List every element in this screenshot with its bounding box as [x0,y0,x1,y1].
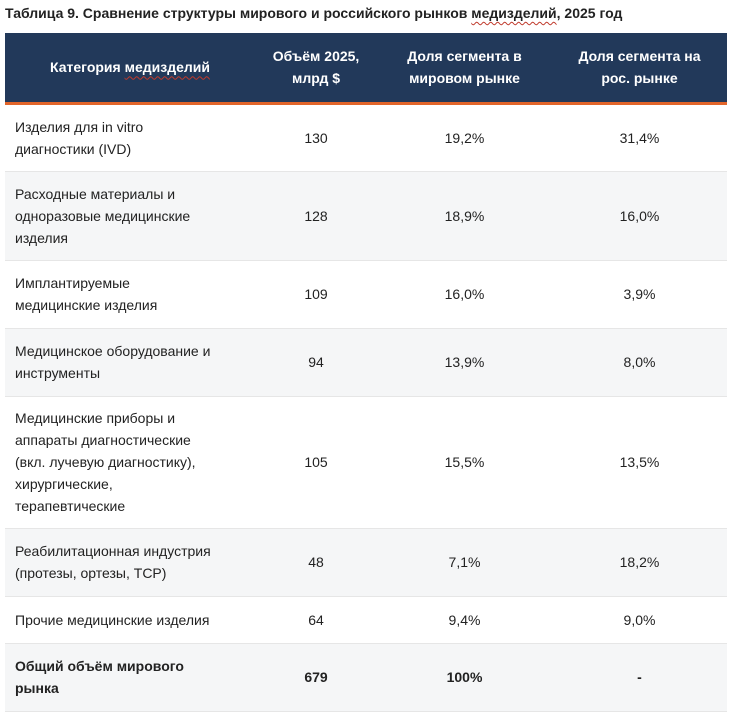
cell-ru-share: 18,2% [552,528,727,597]
category-line: аппараты диагностические [15,432,191,448]
cell-ru-share: 13,5% [552,396,727,529]
cell-world-share: 19,2% [377,103,552,172]
cell-category: Медицинское оборудование и инструменты [5,328,255,397]
cell-category: Расходные материалы и одноразовые медицин… [5,171,255,261]
cell-volume: 105 [255,396,377,529]
header-world-share-line2: мировом рынке [409,70,520,87]
caption-suffix: , 2025 год [556,5,623,21]
cell-world-share: 13,9% [377,328,552,397]
header-world-share: Доля сегмента в мировом рынке [377,33,552,105]
header-ru-share-line1: Доля сегмента на [578,48,701,65]
category-line: инструменты [15,365,101,381]
header-world-share-line1: Доля сегмента в [407,48,522,65]
table-header: Категория медизделий Объём 2025, млрд $ Д… [5,33,727,105]
cell-volume: 128 [255,171,377,261]
category-line: рынка [15,680,59,696]
cell-world-share: 100% [377,643,552,712]
category-line: одноразовые медицинские [15,207,191,224]
cell-world-share: 15,5% [377,396,552,529]
table-row: Имплантируемые медицинские изделия 109 16,0… [5,260,727,329]
category-line: Прочие медицинские изделия [15,611,210,628]
header-category-squiggle-word: медизделий [124,59,210,76]
header-volume: Объём 2025, млрд $ [255,33,377,105]
table-row: Реабилитационная индустрия (протезы, орте… [5,528,727,597]
header-ru-share-line2: рос. рынке [601,70,678,87]
header-volume-line2: млрд $ [291,70,340,87]
cell-world-share: 18,9% [377,171,552,261]
category-line: хирургические, [15,476,113,492]
category-line: Общий объём мирового [15,658,184,674]
category-line: медицинские изделия [15,297,158,313]
cell-ru-share: 3,9% [552,260,727,329]
table-caption: Таблица 9. Сравнение структуры мирового … [5,5,622,21]
caption-squiggle-word: медизделий [471,5,557,21]
cell-category: Общий объём мирового рынка [5,643,255,712]
header-volume-line1: Объём 2025, [272,48,360,65]
header-category: Категория медизделий [5,33,255,105]
cell-ru-share: 8,0% [552,328,727,397]
cell-category: Реабилитационная индустрия (протезы, орте… [5,528,255,597]
table-row-total: Общий объём мирового рынка 679 100% - [5,643,727,712]
cell-volume: 130 [255,103,377,172]
cell-volume: 48 [255,528,377,597]
caption-prefix: Таблица 9. Сравнение структуры мирового … [5,5,472,21]
cell-category: Прочие медицинские изделия [5,596,255,644]
table-row: Расходные материалы и одноразовые медицин… [5,171,727,261]
cell-ru-share: 9,0% [552,596,727,644]
cell-volume: 64 [255,596,377,644]
cell-world-share: 7,1% [377,528,552,597]
category-line: изделия [15,229,68,246]
category-line: (вкл. лучевую диагностику), [15,454,196,470]
cell-volume: 94 [255,328,377,397]
table-row: Медицинское оборудование и инструменты 94 1… [5,328,727,397]
cell-world-share: 16,0% [377,260,552,329]
table-row: Медицинские приборы и аппараты диагностич… [5,396,727,529]
category-line: диагностики (IVD) [15,140,132,157]
cell-category: Медицинские приборы и аппараты диагностич… [5,396,255,529]
category-line: Имплантируемые [15,275,130,291]
header-ru-share: Доля сегмента на рос. рынке [552,33,727,105]
category-line: Изделия для in vitro [15,118,144,135]
cell-world-share: 9,4% [377,596,552,644]
cell-ru-share: - [552,643,727,712]
cell-category: Изделия для in vitro диагностики (IVD) [5,103,255,172]
cell-volume: 679 [255,643,377,712]
cell-ru-share: 31,4% [552,103,727,172]
category-line: (протезы, ортезы, ТСР) [15,565,167,581]
category-line: Реабилитационная индустрия [15,543,211,559]
comparison-table: Категория медизделий Объём 2025, млрд $ Д… [5,33,727,712]
header-category-prefix: Категория [50,59,125,76]
cell-ru-share: 16,0% [552,171,727,261]
category-line: Медицинское оборудование и [15,343,211,359]
category-line: Расходные материалы и [15,185,176,202]
table-row: Изделия для in vitro диагностики (IVD) 130… [5,103,727,172]
category-line: терапевтические [15,498,126,514]
header-row: Категория медизделий Объём 2025, млрд $ Д… [5,33,727,105]
category-line: Медицинские приборы и [15,410,176,426]
cell-volume: 109 [255,260,377,329]
table-body: Изделия для in vitro диагностики (IVD) 130… [5,103,727,712]
table-row: Прочие медицинские изделия 64 9,4% 9,0% [5,596,727,644]
table-container: Категория медизделий Объём 2025, млрд $ Д… [5,33,727,712]
cell-category: Имплантируемые медицинские изделия [5,260,255,329]
